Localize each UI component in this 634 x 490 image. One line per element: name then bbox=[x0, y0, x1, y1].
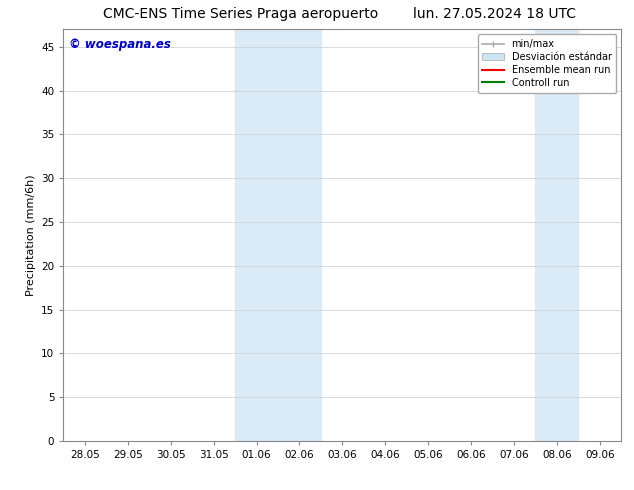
Legend: min/max, Desviación estándar, Ensemble mean run, Controll run: min/max, Desviación estándar, Ensemble m… bbox=[477, 34, 616, 93]
Bar bbox=[235, 29, 321, 441]
Text: lun. 27.05.2024 18 UTC: lun. 27.05.2024 18 UTC bbox=[413, 7, 576, 22]
Y-axis label: Precipitation (mm/6h): Precipitation (mm/6h) bbox=[25, 174, 36, 296]
Bar bbox=[536, 29, 578, 441]
Text: © woespana.es: © woespana.es bbox=[69, 38, 171, 50]
Text: CMC-ENS Time Series Praga aeropuerto: CMC-ENS Time Series Praga aeropuerto bbox=[103, 7, 378, 22]
